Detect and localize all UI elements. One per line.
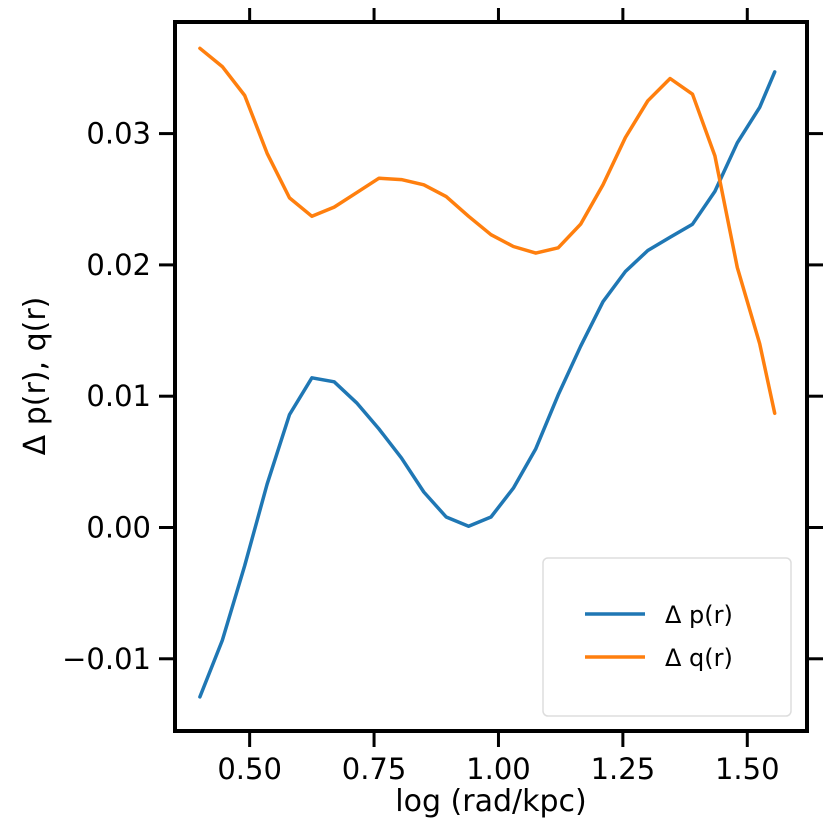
- series-line-q: [198, 46, 777, 416]
- y-tick-label: 0.01: [86, 379, 151, 413]
- x-tick-label: 1.25: [591, 752, 656, 786]
- axis-ticks: 0.50 0.75 1.00 1.25 1.50 −0.01 0.00 0.01 0.02 0.0…: [62, 8, 823, 786]
- x-tick-label: 0.75: [342, 752, 407, 786]
- x-tick-label: 0.50: [217, 752, 282, 786]
- y-tick-label: −0.01: [62, 642, 151, 676]
- plot-frame: [173, 20, 809, 733]
- y-tick-label: 0.00: [86, 510, 151, 544]
- legend: Δ p(r) Δ q(r): [542, 557, 792, 717]
- series-line-p: [198, 70, 777, 699]
- x-tick-label: 1.00: [466, 752, 531, 786]
- series-lines: [198, 46, 777, 699]
- y-tick-label: 0.02: [86, 248, 151, 282]
- legend-box: [542, 557, 792, 717]
- x-axis-label: log (rad/kpc): [395, 784, 586, 819]
- y-axis-label: Δ p(r), q(r): [18, 297, 53, 456]
- legend-label-q: Δ q(r): [665, 644, 733, 672]
- legend-label-p: Δ p(r): [665, 601, 733, 629]
- y-tick-label: 0.03: [86, 117, 151, 151]
- x-tick-label: 1.50: [715, 752, 780, 786]
